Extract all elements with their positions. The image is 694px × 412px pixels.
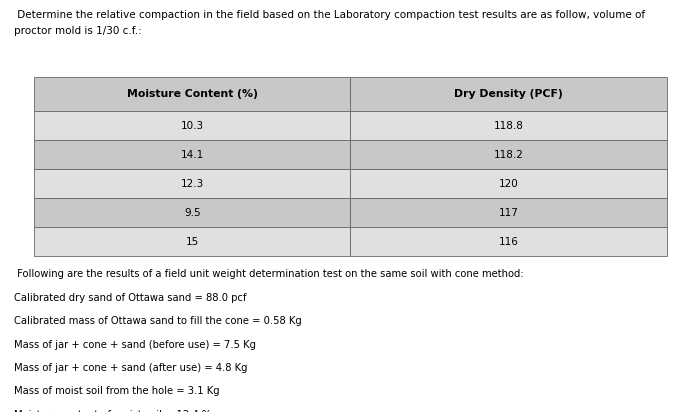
Text: Calibrated dry sand of Ottawa sand = 88.0 pcf: Calibrated dry sand of Ottawa sand = 88.… bbox=[14, 293, 246, 303]
Bar bbox=[350, 111, 667, 140]
Text: Mass of moist soil from the hole = 3.1 Kg: Mass of moist soil from the hole = 3.1 K… bbox=[14, 386, 219, 396]
Text: 14.1: 14.1 bbox=[180, 150, 204, 160]
Bar bbox=[350, 140, 667, 169]
Bar bbox=[34, 77, 350, 111]
Bar bbox=[34, 169, 350, 198]
Text: 116: 116 bbox=[499, 237, 518, 247]
Bar bbox=[350, 77, 667, 111]
Text: 118.8: 118.8 bbox=[493, 121, 523, 131]
Bar bbox=[34, 227, 350, 256]
Text: 120: 120 bbox=[499, 179, 518, 189]
Bar bbox=[350, 198, 667, 227]
Bar bbox=[350, 169, 667, 198]
Text: Following are the results of a field unit weight determination test on the same : Following are the results of a field uni… bbox=[14, 269, 523, 279]
Bar bbox=[34, 198, 350, 227]
Text: Mass of jar + cone + sand (before use) = 7.5 Kg: Mass of jar + cone + sand (before use) =… bbox=[14, 339, 256, 350]
Text: Moisture content of moist soil = 12.4 %: Moisture content of moist soil = 12.4 % bbox=[14, 410, 211, 412]
Text: 12.3: 12.3 bbox=[180, 179, 204, 189]
Text: 118.2: 118.2 bbox=[493, 150, 523, 160]
Text: 117: 117 bbox=[499, 208, 518, 218]
Bar bbox=[34, 140, 350, 169]
Bar bbox=[350, 227, 667, 256]
Text: proctor mold is 1/30 c.f.:: proctor mold is 1/30 c.f.: bbox=[14, 26, 142, 36]
Text: 9.5: 9.5 bbox=[184, 208, 201, 218]
Bar bbox=[34, 111, 350, 140]
Text: 10.3: 10.3 bbox=[180, 121, 204, 131]
Text: Calibrated mass of Ottawa sand to fill the cone = 0.58 Kg: Calibrated mass of Ottawa sand to fill t… bbox=[14, 316, 302, 326]
Text: 15: 15 bbox=[186, 237, 199, 247]
Text: Dry Density (PCF): Dry Density (PCF) bbox=[455, 89, 563, 99]
Text: Mass of jar + cone + sand (after use) = 4.8 Kg: Mass of jar + cone + sand (after use) = … bbox=[14, 363, 247, 373]
Text: Determine the relative compaction in the field based on the Laboratory compactio: Determine the relative compaction in the… bbox=[14, 10, 645, 20]
Text: Moisture Content (%): Moisture Content (%) bbox=[127, 89, 257, 99]
